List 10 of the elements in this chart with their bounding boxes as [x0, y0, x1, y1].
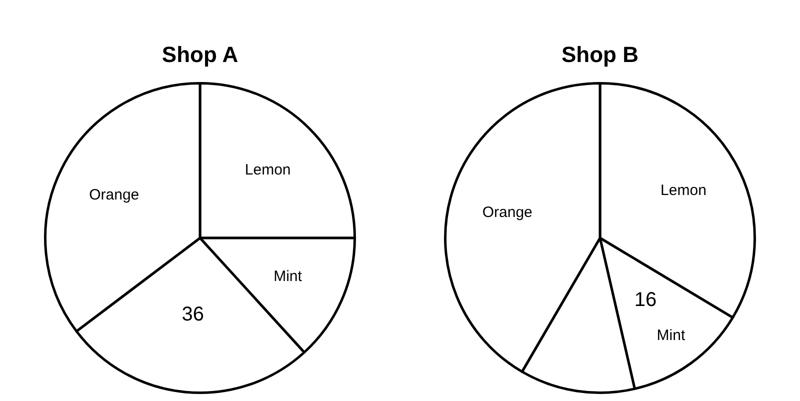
data-label: 36	[182, 304, 204, 326]
slice-label: Orange	[89, 186, 140, 204]
chart-title: Shop A	[160, 42, 240, 68]
slice-label: Lemon	[660, 182, 706, 199]
chart-title: Shop B	[560, 42, 640, 68]
data-label: 16	[634, 289, 657, 312]
slice-label: Mint	[656, 326, 686, 344]
slice-label: Lemon	[244, 161, 291, 178]
slice-label: Mint	[274, 268, 303, 285]
slice-label: Orange	[482, 204, 532, 222]
